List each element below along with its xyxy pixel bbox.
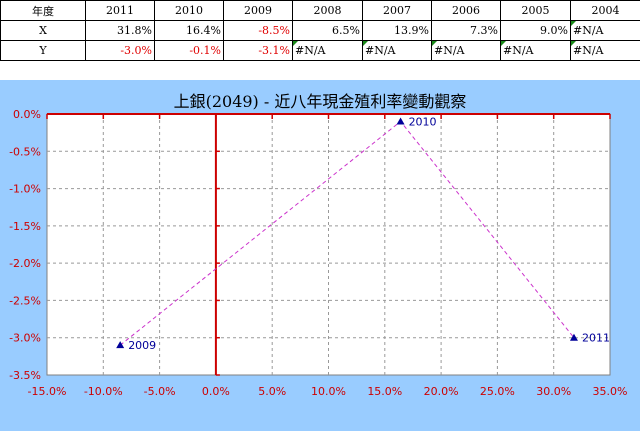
x-tick-label: 25.0% <box>480 385 515 398</box>
table-cell: 31.8% <box>85 20 155 41</box>
scatter-chart: 上銀(2049) - 近八年現金殖利率變動觀察 0.0% -0.5% -1.0% -1… <box>0 80 640 431</box>
table-cell: -0.1% <box>154 40 224 61</box>
table-header-row: 年度 2011 2010 2009 2008 2007 2006 2005 2004 <box>0 0 640 21</box>
data-point-label: 2010 <box>409 115 437 128</box>
x-tick-label: 35.0% <box>593 385 628 398</box>
y-tick-label: -1.5% <box>9 220 41 233</box>
x-tick-label: -10.0% <box>84 385 123 398</box>
header-year-cell: 2004 <box>570 0 640 21</box>
header-year-label: 年度 <box>0 0 86 21</box>
y-tick-label: -2.0% <box>9 257 41 270</box>
axes <box>46 113 611 376</box>
table-cell: #N/A <box>292 40 363 61</box>
table-cell: 13.9% <box>362 20 432 41</box>
x-tick-label: 5.0% <box>258 385 286 398</box>
y-tick-label: 0.0% <box>13 108 41 121</box>
x-tick-labels: -15.0% -10.0% -5.0% 0.0% 5.0% 10.0% 15.0% 20.0%… <box>28 385 628 398</box>
data-point-label: 2009 <box>128 339 156 352</box>
data-table: 年度 2011 2010 2009 2008 2007 2006 2005 2004 X 31.8%… <box>0 0 640 61</box>
table-cell: -3.1% <box>223 40 293 61</box>
x-tick-label: 30.0% <box>536 385 571 398</box>
table-cell: #N/A <box>431 40 501 61</box>
table-cell: -3.0% <box>85 40 155 61</box>
y-tick-label: -3.5% <box>9 369 41 382</box>
table-cell: #N/A <box>570 40 640 61</box>
header-year-cell: 2011 <box>85 0 155 21</box>
table-cell: -8.5% <box>223 20 293 41</box>
table-cell: 7.3% <box>431 20 501 41</box>
chart-title: 上銀(2049) - 近八年現金殖利率變動觀察 <box>174 92 467 111</box>
y-tick-labels: 0.0% -0.5% -1.0% -1.5% -2.0% -2.5% -3.0% -3.5% <box>9 108 41 382</box>
data-point-marker <box>569 333 578 341</box>
data-point-marker <box>116 341 125 349</box>
table-cell: #N/A <box>362 40 432 61</box>
y-tick-label: -3.0% <box>9 332 41 345</box>
table-row: Y -3.0% -0.1% -3.1% #N/A #N/A #N/A #N/A #N/A <box>0 40 640 61</box>
table-cell: 16.4% <box>154 20 224 41</box>
data-point-label: 2011 <box>582 332 610 345</box>
grid-lines <box>47 114 610 375</box>
y-tick-label: -2.5% <box>9 294 41 307</box>
x-tick-label: 15.0% <box>367 385 402 398</box>
header-year-cell: 2010 <box>154 0 224 21</box>
header-year-cell: 2007 <box>362 0 432 21</box>
data-point-marker <box>396 117 405 125</box>
table-cell: #N/A <box>500 40 571 61</box>
table-row: X 31.8% 16.4% -8.5% 6.5% 13.9% 7.3% 9.0% #N/A <box>0 20 640 41</box>
table-cell: #N/A <box>570 20 640 41</box>
header-year-cell: 2008 <box>292 0 363 21</box>
y-tick-label: -1.0% <box>9 183 41 196</box>
header-year-cell: 2009 <box>223 0 293 21</box>
header-year-cell: 2006 <box>431 0 501 21</box>
row-label: X <box>0 20 86 41</box>
row-label: Y <box>0 40 86 61</box>
x-tick-label: 10.0% <box>311 385 346 398</box>
x-tick-label: 0.0% <box>202 385 230 398</box>
series-yield-change: 2009 2010 2011 <box>116 115 610 352</box>
x-tick-label: -5.0% <box>144 385 176 398</box>
header-year-cell: 2005 <box>500 0 571 21</box>
table-cell: 9.0% <box>500 20 571 41</box>
x-tick-label: 20.0% <box>424 385 459 398</box>
table-cell: 6.5% <box>292 20 363 41</box>
y-tick-label: -0.5% <box>9 145 41 158</box>
x-tick-label: -15.0% <box>28 385 67 398</box>
